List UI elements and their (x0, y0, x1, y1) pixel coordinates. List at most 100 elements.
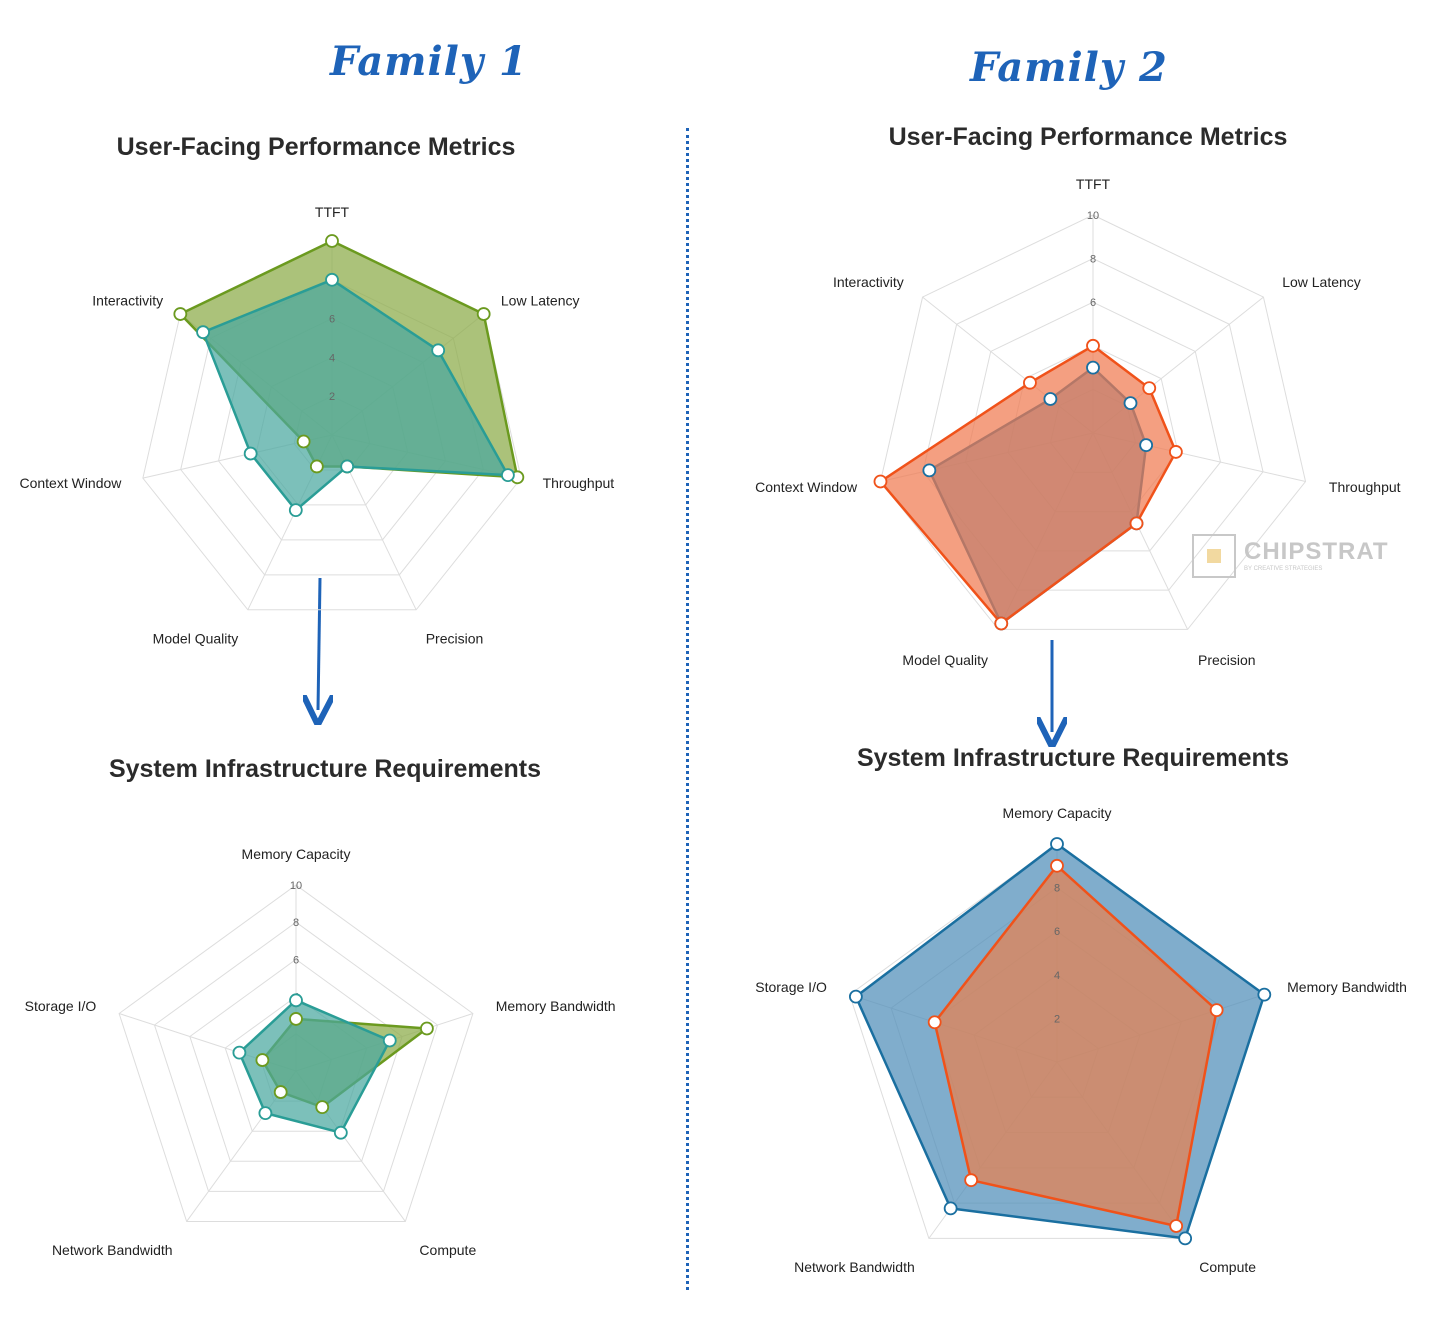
axis-label: Precision (1198, 652, 1256, 668)
family-1-perf-title: User-Facing Performance Metrics (116, 133, 516, 161)
series-2-point (258, 1106, 273, 1121)
series-1-point (1257, 987, 1272, 1002)
series-2-point (431, 343, 446, 358)
series-1-point (325, 234, 339, 248)
series-2-point (994, 616, 1009, 631)
series-1-point (296, 434, 311, 449)
watermark-subtext: BY CREATIVE STRATEGIES (1244, 566, 1323, 572)
axis-label: Context Window (19, 475, 122, 491)
series-2-point (964, 1173, 979, 1188)
series-1-point (1043, 392, 1058, 406)
family-2-perf-title: User-Facing Performance Metrics (888, 123, 1288, 151)
series-2-area (933, 864, 1218, 1228)
family-2-title: Family 2 (970, 44, 1168, 91)
axis-label: Low Latency (1282, 274, 1361, 290)
series-2-point (1086, 338, 1100, 353)
tick-label: 8 (293, 917, 299, 929)
family-1-flow-arrow (318, 577, 320, 710)
series-2-point (340, 459, 355, 474)
axis-label: Precision (426, 631, 484, 647)
grid-ring (118, 884, 474, 1222)
series-2-point (289, 993, 303, 1008)
series-2-point (1129, 516, 1144, 531)
axis-label: Model Quality (153, 631, 239, 647)
series-1-point (1086, 360, 1100, 375)
axis-label: Storage I/O (755, 979, 827, 995)
series-1-point (943, 1201, 958, 1216)
grid-ring (922, 258, 1264, 591)
series-1-point (476, 307, 491, 321)
axis-label: Memory Capacity (242, 846, 351, 862)
family-divider (686, 128, 689, 1290)
series-2-area (201, 278, 510, 512)
radar-chart-1: 2 4 6 TTFT Low Latency Throughput Precision Mod… (19, 204, 614, 647)
axis-label: Throughput (543, 475, 615, 491)
series-2-point (873, 474, 888, 489)
tick-label: 6 (329, 314, 335, 326)
axis-label: Interactivity (833, 274, 904, 290)
series-1-point (1178, 1231, 1193, 1246)
chipstrat-watermark: CHIPSTRAT BY CREATIVE STRATEGIES (1192, 534, 1392, 580)
series-1-point (848, 989, 863, 1004)
series-1-point (273, 1085, 288, 1099)
tick-label: 8 (1054, 883, 1060, 895)
series-2-point (1050, 858, 1064, 873)
series-2-point (288, 503, 303, 518)
series-1-point (289, 1012, 303, 1026)
series-1-point (1139, 438, 1154, 453)
tick-label: 6 (293, 954, 299, 966)
tick-label: 4 (329, 352, 335, 364)
axis-label: Network Bandwidth (52, 1242, 173, 1258)
series-2-point (382, 1033, 397, 1048)
axis-label: Memory Bandwidth (496, 998, 616, 1014)
series-1-point (922, 463, 937, 478)
axis-label: Storage I/O (25, 998, 97, 1014)
series-2-point (243, 446, 258, 461)
series-2-point (1142, 381, 1157, 396)
tick-label: 6 (1054, 926, 1060, 938)
axis-label: Model Quality (902, 652, 988, 668)
series-1-point (255, 1053, 270, 1067)
series-2-point (500, 468, 515, 483)
series-2-point (1209, 1003, 1224, 1018)
series-1-point (173, 307, 188, 321)
tick-label: 4 (1054, 970, 1060, 982)
series-2-point (1023, 375, 1037, 390)
radar-chart-4: 2 4 6 8 Memory Capacity Memory Bandwidth Compu… (755, 805, 1407, 1275)
tick-label: 10 (1087, 210, 1099, 222)
tick-label: 8 (1090, 254, 1096, 266)
axis-label: Compute (419, 1242, 476, 1258)
grid-ring (153, 921, 439, 1192)
series-2-area (879, 344, 1178, 625)
tick-label: 6 (1090, 297, 1096, 309)
chipstrat-logo-icon (1192, 534, 1236, 578)
axis-label: TTFT (315, 204, 350, 220)
series-2-point (196, 325, 210, 340)
series-1-point (315, 1100, 330, 1115)
axis-label: TTFT (1076, 176, 1111, 192)
family-1-infra-title: System Infrastructure Requirements (108, 755, 542, 783)
axis-label: Context Window (755, 479, 858, 495)
tick-label: 2 (1054, 1013, 1060, 1025)
axis-label: Throughput (1329, 479, 1401, 495)
series-1-point (1123, 396, 1138, 410)
family-1-title: Family 1 (330, 38, 528, 85)
series-2-area (238, 999, 392, 1134)
series-1-point (309, 459, 324, 474)
grid-ring (879, 214, 1307, 630)
series-2-point (1168, 445, 1183, 459)
series-2-point (325, 272, 339, 287)
axis-label: Interactivity (92, 292, 163, 308)
series-2-point (1169, 1219, 1184, 1233)
radar-chart-3: 46810TTFTLow LatencyThroughputPrecisionM… (755, 176, 1401, 668)
axis-label: Network Bandwidth (794, 1259, 915, 1275)
axis-label: Memory Bandwidth (1287, 979, 1407, 995)
watermark-text: CHIPSTRAT (1244, 538, 1389, 565)
axis-label: Low Latency (501, 292, 580, 308)
family-2-infra-title: System Infrastructure Requirements (856, 744, 1290, 772)
grid-ring (189, 958, 403, 1162)
tick-label: 10 (290, 880, 302, 892)
